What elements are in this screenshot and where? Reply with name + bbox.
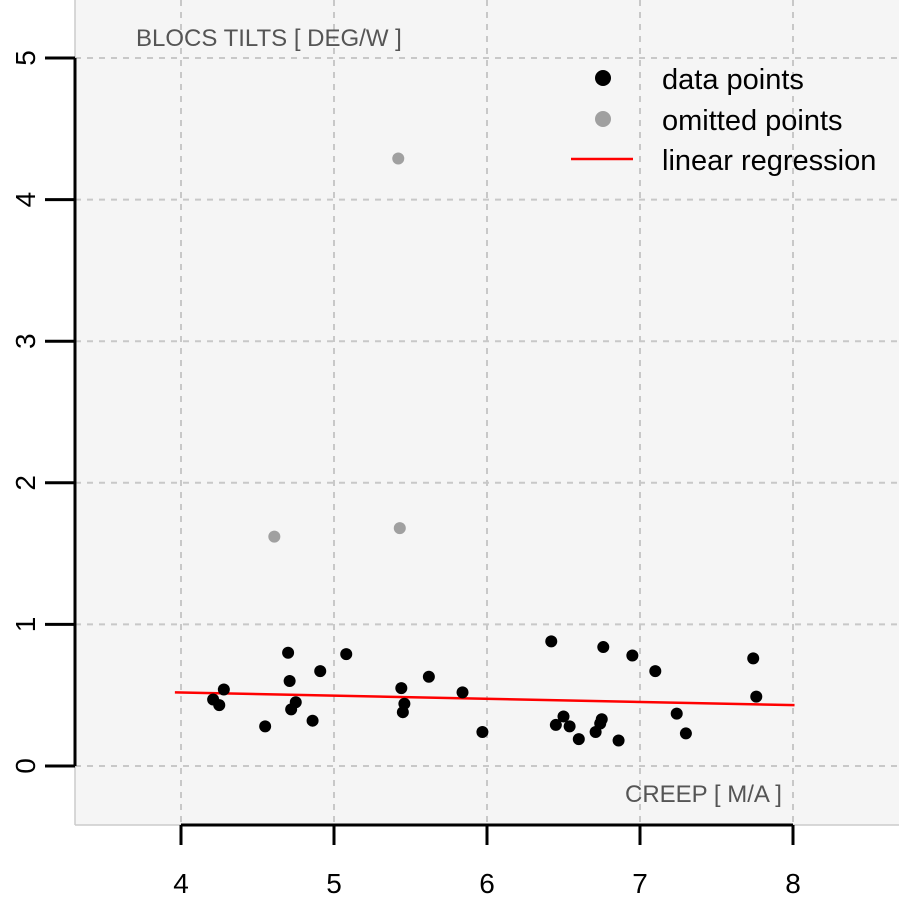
data-points-point-10 (340, 648, 353, 661)
legend-label-data-points: data points (662, 64, 804, 96)
data-points-point-18 (549, 718, 562, 731)
data-points-point-3 (259, 720, 272, 733)
data-points-point-13 (398, 697, 411, 710)
x-tick-label-4: 4 (173, 868, 189, 899)
y-tick-label-5: 5 (10, 50, 41, 66)
omitted-points-point-2 (268, 530, 281, 543)
data-points-point-11 (395, 682, 408, 695)
data-points-point-8 (306, 714, 319, 727)
y-axis-title: BLOCS TILTS [ DEG/W ] (136, 25, 402, 52)
data-points-point-25 (597, 641, 610, 654)
y-tick-label-2: 2 (10, 475, 41, 491)
data-points-point-14 (422, 670, 435, 683)
grid-lines (75, 0, 899, 825)
x-tick-label-5: 5 (326, 868, 342, 899)
data-points-point-19 (557, 710, 570, 723)
data-points-point-32 (750, 690, 763, 703)
y-tick-label-1: 1 (10, 617, 41, 633)
data-points-point-17 (545, 635, 558, 648)
data-points-point-27 (626, 649, 639, 662)
x-tick-label-6: 6 (479, 868, 495, 899)
regression-line (174, 691, 795, 707)
data-points-point-21 (572, 733, 585, 746)
x-tick-label-7: 7 (632, 868, 648, 899)
legend: data points omitted points linear regres… (571, 64, 876, 177)
legend-label-linear-regression: linear regression (662, 145, 876, 177)
data-points-point-9 (314, 665, 327, 678)
data-points-point-7 (289, 696, 302, 709)
omitted-points-point-1 (393, 522, 406, 535)
axes (45, 56, 795, 845)
y-tick-label-4: 4 (10, 192, 41, 208)
data-points-point-29 (670, 707, 683, 720)
data-points-point-16 (476, 726, 489, 739)
legend-label-omitted-points: omitted points (662, 105, 843, 137)
tick-labels: 4 5 6 7 8 0 1 2 3 4 5 (10, 50, 801, 899)
legend-marker-omitted-points (595, 111, 611, 127)
y-tick-label-3: 3 (10, 333, 41, 349)
data-points-point-1 (213, 699, 226, 712)
data-points-point-5 (283, 675, 296, 688)
data-points-point-30 (679, 727, 692, 740)
y-tick-label-0: 0 (10, 758, 41, 774)
x-axis-title: CREEP [ M/A ] (625, 781, 782, 808)
data-points-point-28 (649, 665, 662, 678)
x-tick-label-8: 8 (785, 868, 801, 899)
data-points-point-4 (282, 646, 295, 659)
legend-marker-data-points (595, 70, 611, 86)
data-points-point-2 (217, 683, 230, 696)
data-points-point-24 (595, 713, 608, 726)
omitted-points-point-0 (392, 152, 405, 165)
data-marks (174, 152, 795, 747)
data-points-point-31 (747, 652, 760, 665)
data-points-point-15 (456, 686, 469, 699)
data-points-point-20 (563, 720, 576, 733)
data-points-point-26 (612, 734, 625, 747)
